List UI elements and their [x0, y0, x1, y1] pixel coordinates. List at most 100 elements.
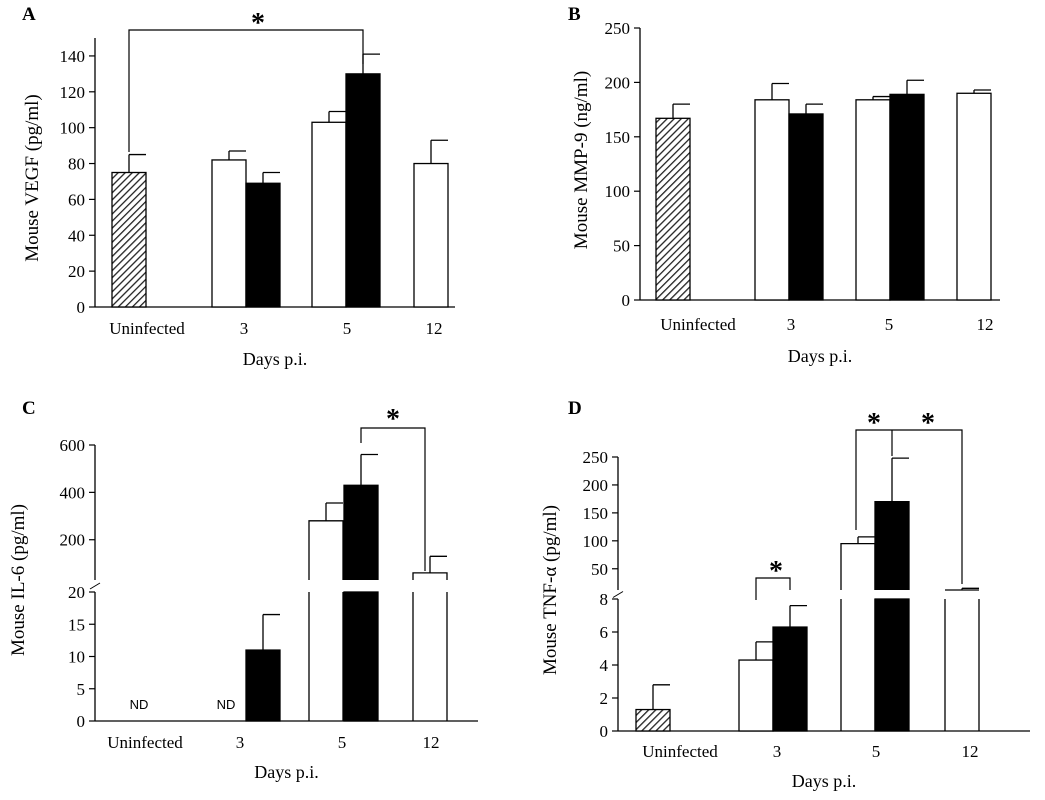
y-tick-label: 200 [605, 73, 631, 92]
bar-filled-5-lower [874, 598, 910, 732]
axis-break-mark [89, 582, 101, 590]
significance-star: * [867, 408, 881, 439]
category-label: 12 [962, 742, 979, 761]
y-tick-label: 200 [583, 476, 609, 495]
bar-open-12 [413, 162, 449, 308]
category-label: Uninfected [642, 742, 718, 761]
y-tick-label: 100 [605, 182, 631, 201]
significance-bracket [360, 427, 426, 571]
bar-filled-5 [889, 93, 925, 301]
category-label: 3 [240, 319, 249, 338]
y-tick-label: 150 [583, 504, 609, 523]
y-tick-label: 50 [613, 237, 630, 256]
y-tick-label: 0 [622, 291, 631, 310]
y-tick-label: 150 [605, 128, 631, 147]
bar-open-5-upper [840, 542, 876, 590]
bar-open-3 [211, 159, 247, 308]
bar-filled-5-lower [343, 591, 379, 722]
y-axis-label: Mouse IL-6 (pg/ml) [8, 504, 29, 656]
x-axis-label: Days p.i. [254, 762, 319, 782]
bar-filled-3 [788, 113, 824, 301]
y-tick-label: 60 [68, 190, 85, 209]
bar-open-12-upper [412, 572, 448, 580]
y-tick-label: 2 [600, 689, 609, 708]
axis-break-mark [612, 591, 624, 598]
category-label: 5 [338, 733, 347, 752]
significance-star: * [386, 404, 400, 435]
category-label: 12 [423, 733, 440, 752]
bar-open-5-upper [308, 520, 344, 580]
y-tick-label: 120 [60, 83, 86, 102]
y-tick-label: 250 [605, 19, 631, 38]
panel-d: D Mouse TNF-α (pg/ml) Days p.i. 0 2 4 6 8 50 100 1… [540, 398, 1030, 791]
y-axis-label: Mouse MMP-9 (ng/ml) [571, 71, 592, 249]
bar-uninfected-uninfected [111, 171, 147, 308]
category-label: 12 [426, 319, 443, 338]
bar-filled-5-upper [874, 501, 910, 590]
y-tick-label: 6 [600, 623, 609, 642]
panel-letter: A [22, 4, 36, 25]
bar-open-12-lower [412, 592, 448, 721]
bar-filled-3 [772, 626, 808, 732]
nd-label: ND [217, 697, 236, 712]
panel-letter: C [22, 398, 36, 419]
panel-letter: B [568, 4, 581, 25]
bar-filled-3 [245, 182, 281, 308]
panel-letter: D [568, 398, 582, 419]
y-tick-label: 0 [77, 298, 86, 317]
y-tick-label: 100 [60, 119, 86, 138]
bar-filled-5 [345, 73, 381, 308]
panel-c: C Mouse IL-6 (pg/ml) Days p.i. 0 5 10 15 20 200 4… [8, 398, 478, 782]
bar-open-5 [311, 121, 347, 308]
category-label: 3 [236, 733, 245, 752]
y-tick-label: 20 [68, 583, 85, 602]
category-label: 5 [885, 315, 894, 334]
category-label: Uninfected [109, 319, 185, 338]
x-axis-label: Days p.i. [243, 349, 308, 369]
y-tick-label: 15 [68, 615, 85, 634]
y-tick-label: 5 [77, 680, 86, 699]
x-axis-label: Days p.i. [792, 771, 857, 791]
y-tick-label: 80 [68, 155, 85, 174]
y-tick-label: 600 [60, 436, 86, 455]
y-tick-label: 140 [60, 47, 86, 66]
y-axis-label: Mouse TNF-α (pg/ml) [540, 505, 561, 675]
significance-bracket [755, 577, 791, 600]
x-axis-label: Days p.i. [788, 346, 853, 366]
y-tick-label: 10 [68, 648, 85, 667]
y-tick-label: 40 [68, 226, 85, 245]
bar-filled-3 [245, 649, 281, 722]
category-label: Uninfected [660, 315, 736, 334]
y-tick-label: 0 [600, 722, 609, 741]
significance-bracket [128, 29, 364, 152]
y-tick-label: 200 [60, 531, 86, 550]
category-label: 5 [872, 742, 881, 761]
y-tick-label: 250 [583, 448, 609, 467]
bar-open-5-lower [840, 599, 876, 731]
category-label: 3 [787, 315, 796, 334]
bar-open-5-lower [308, 592, 344, 721]
y-tick-label: 100 [583, 532, 609, 551]
y-tick-label: 4 [600, 656, 609, 675]
bar-open-5 [855, 99, 891, 301]
category-label: 3 [773, 742, 782, 761]
bar-open-3 [754, 99, 790, 301]
y-axis-label: Mouse VEGF (pg/ml) [22, 94, 43, 261]
bar-filled-5-upper [343, 484, 379, 580]
significance-bracket [855, 429, 963, 584]
panel-b: B Mouse MMP-9 (ng/ml) Days p.i. 0 50 100 150 20… [568, 4, 1000, 366]
y-tick-label: 8 [600, 590, 609, 609]
bar-uninfected-uninfected [655, 117, 691, 301]
bar-open-12 [956, 92, 992, 301]
panel-a: A Mouse VEGF (pg/ml) Days p.i. 0 20 40 60 80 100… [22, 4, 455, 369]
bar-open-3 [738, 659, 774, 732]
y-tick-label: 20 [68, 262, 85, 281]
y-tick-label: 400 [60, 483, 86, 502]
significance-star: * [251, 8, 265, 39]
bar-open-12-lower [944, 599, 980, 731]
category-label: 12 [977, 315, 994, 334]
category-label: 5 [343, 319, 352, 338]
nd-label: ND [130, 697, 149, 712]
significance-star: * [921, 408, 935, 439]
